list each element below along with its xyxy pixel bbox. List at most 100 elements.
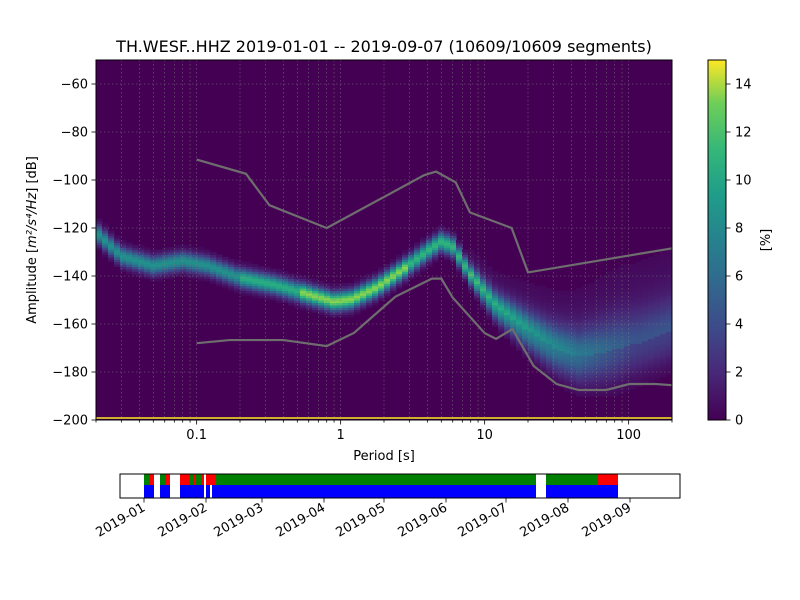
heatmap-cell bbox=[498, 300, 505, 303]
heatmap-cell bbox=[210, 254, 217, 258]
heatmap-cell bbox=[240, 268, 247, 272]
heatmap-cell bbox=[312, 304, 319, 308]
heatmap-cell bbox=[594, 321, 601, 325]
heatmap-cell bbox=[462, 264, 469, 267]
heatmap-cell bbox=[618, 304, 625, 308]
heatmap-cell bbox=[318, 290, 325, 294]
heatmap-cell bbox=[246, 280, 253, 284]
heatmap-cell bbox=[318, 297, 325, 301]
heatmap-cell bbox=[624, 336, 631, 339]
heatmap-cell bbox=[570, 381, 577, 385]
heatmap-cell bbox=[594, 283, 601, 287]
heatmap-cell bbox=[540, 338, 547, 342]
heatmap-cell bbox=[354, 288, 361, 291]
heatmap-cell bbox=[528, 331, 535, 335]
heatmap-cell bbox=[612, 369, 619, 373]
heatmap-cell bbox=[288, 295, 295, 299]
heatmap-cell bbox=[660, 372, 667, 375]
heatmap-cell bbox=[648, 343, 655, 347]
heatmap-cell bbox=[480, 288, 487, 291]
heatmap-cell bbox=[474, 292, 481, 296]
heatmap-cell bbox=[654, 307, 661, 311]
heatmap-cell bbox=[624, 321, 631, 325]
heatmap-cell bbox=[432, 244, 439, 248]
heatmap-cell bbox=[558, 343, 565, 347]
heatmap-cell bbox=[660, 264, 667, 267]
heatmap-cell bbox=[594, 328, 601, 332]
heatmap-cell bbox=[606, 384, 613, 387]
heatmap-cell bbox=[612, 295, 619, 299]
heatmap-cell bbox=[336, 295, 343, 299]
heatmap-cell bbox=[162, 261, 169, 265]
heatmap-cell bbox=[414, 259, 421, 263]
heatmap-cell bbox=[540, 364, 547, 368]
heatmap-cell bbox=[594, 364, 601, 368]
heatmap-cell bbox=[432, 254, 439, 258]
heatmap-cell bbox=[630, 314, 637, 318]
heatmap-cell bbox=[522, 314, 529, 318]
heatmap-cell bbox=[546, 312, 553, 315]
heatmap-cell bbox=[162, 271, 169, 275]
heatmap-cell bbox=[402, 280, 409, 284]
heatmap-cell bbox=[330, 309, 337, 313]
heatmap-cell bbox=[612, 352, 619, 356]
heatmap-cell bbox=[162, 266, 169, 270]
heatmap-cell bbox=[480, 266, 487, 270]
heatmap-cell bbox=[174, 247, 181, 251]
heatmap-cell bbox=[162, 268, 169, 272]
heatmap-cell bbox=[456, 240, 463, 243]
heatmap-cell bbox=[222, 261, 229, 265]
heatmap-cell bbox=[462, 261, 469, 265]
heatmap-cell bbox=[570, 374, 577, 378]
heatmap-cell bbox=[630, 372, 637, 375]
heatmap-cell bbox=[582, 369, 589, 373]
heatmap-cell bbox=[576, 295, 583, 299]
heatmap-cell bbox=[576, 379, 583, 383]
heatmap-cell bbox=[654, 300, 661, 303]
heatmap-cell bbox=[588, 285, 595, 289]
heatmap-cell bbox=[168, 268, 175, 272]
heatmap-cell bbox=[132, 252, 139, 255]
heatmap-cell bbox=[132, 271, 139, 275]
heatmap-cell bbox=[432, 228, 439, 231]
heatmap-cell bbox=[516, 295, 523, 299]
heatmap-cell bbox=[618, 326, 625, 330]
heatmap-cell bbox=[354, 309, 361, 313]
heatmap-cell bbox=[474, 285, 481, 289]
heatmap-cell bbox=[570, 319, 577, 323]
heatmap-cell bbox=[576, 348, 583, 351]
heatmap-cell bbox=[510, 295, 517, 299]
psd-plot-area: 0.1 1 10 100 −200−180−160−140−120−100−80−60 bbox=[52, 59, 673, 443]
heatmap-cell bbox=[624, 328, 631, 332]
heatmap-cell bbox=[624, 314, 631, 318]
heatmap-cell bbox=[378, 288, 385, 291]
heatmap-cell bbox=[384, 283, 391, 287]
heatmap-cell bbox=[534, 362, 541, 366]
heatmap-cell bbox=[510, 319, 517, 323]
heatmap-cell bbox=[324, 290, 331, 294]
heatmap-cell bbox=[480, 280, 487, 284]
heatmap-cell bbox=[594, 340, 601, 344]
heatmap-cell bbox=[270, 278, 277, 282]
heatmap-cell bbox=[666, 372, 672, 375]
heatmap-cell bbox=[630, 312, 637, 315]
heatmap-cell bbox=[630, 316, 637, 320]
heatmap-cell bbox=[198, 247, 205, 251]
heatmap-cell bbox=[618, 357, 625, 361]
heatmap-cell bbox=[510, 309, 517, 313]
heatmap-cell bbox=[552, 374, 559, 378]
heatmap-cell bbox=[528, 319, 535, 323]
heatmap-cell bbox=[324, 309, 331, 313]
heatmap-cell bbox=[516, 328, 523, 332]
heatmap-cell bbox=[552, 357, 559, 361]
heatmap-cell bbox=[528, 328, 535, 332]
heatmap-cell bbox=[636, 367, 643, 371]
heatmap-cell bbox=[492, 309, 499, 313]
heatmap-cell bbox=[390, 268, 397, 272]
heatmap-cell bbox=[528, 300, 535, 303]
heatmap-cell bbox=[342, 292, 349, 296]
heatmap-cell bbox=[600, 328, 607, 332]
heatmap-cell bbox=[534, 333, 541, 337]
heatmap-cell bbox=[648, 314, 655, 318]
heatmap-cell bbox=[516, 304, 523, 308]
